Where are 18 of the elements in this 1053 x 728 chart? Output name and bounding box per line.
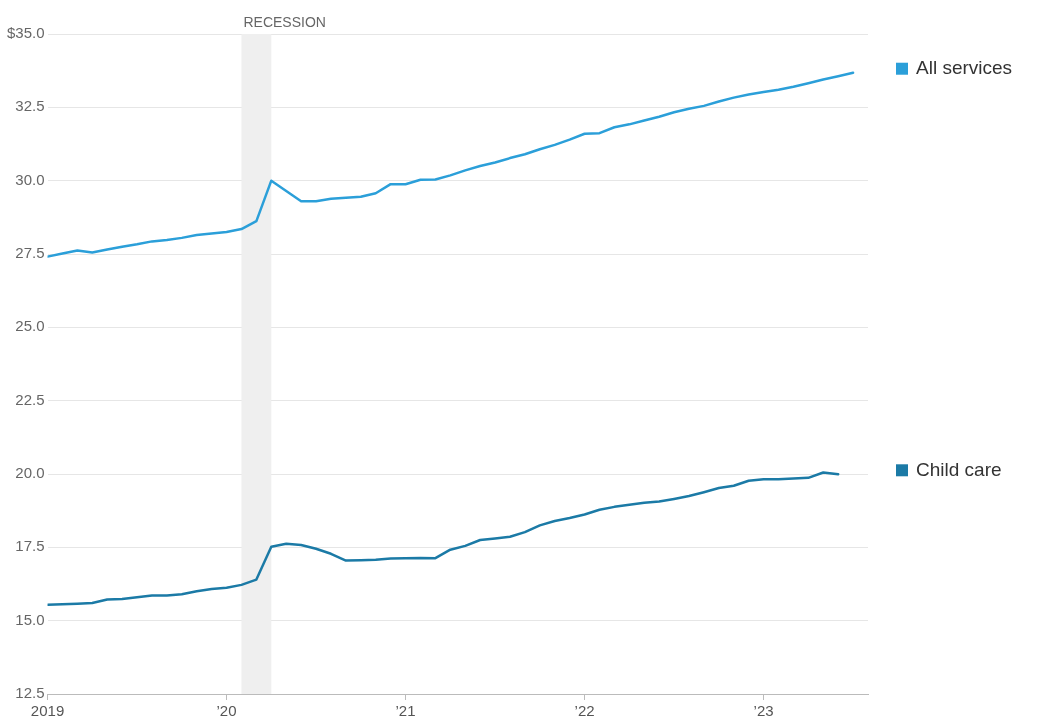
- x-tick-label: ’23: [753, 702, 774, 720]
- y-tick-label: $35.0: [6, 24, 45, 42]
- y-tick-label: 32.5: [15, 97, 45, 115]
- y-tick-label: 12.5: [15, 684, 45, 702]
- y-tick-label: 27.5: [15, 244, 45, 262]
- y-tick-label: 17.5: [15, 537, 45, 555]
- y-tick-label: 30.0: [15, 170, 45, 188]
- y-tick-label: 20.0: [15, 464, 45, 482]
- x-tick-label: ’22: [574, 702, 595, 720]
- x-tick-label: 2019: [30, 702, 65, 720]
- y-tick-label: 25.0: [15, 317, 45, 335]
- x-tick-label: ’20: [216, 702, 237, 720]
- y-tick-label: 22.5: [15, 390, 45, 408]
- legend-label: Child care: [916, 458, 1002, 480]
- x-tick-label: ’21: [395, 702, 416, 720]
- legend-label: All services: [916, 56, 1013, 78]
- y-tick-label: 15.0: [15, 610, 45, 628]
- band-label: RECESSION: [243, 13, 326, 30]
